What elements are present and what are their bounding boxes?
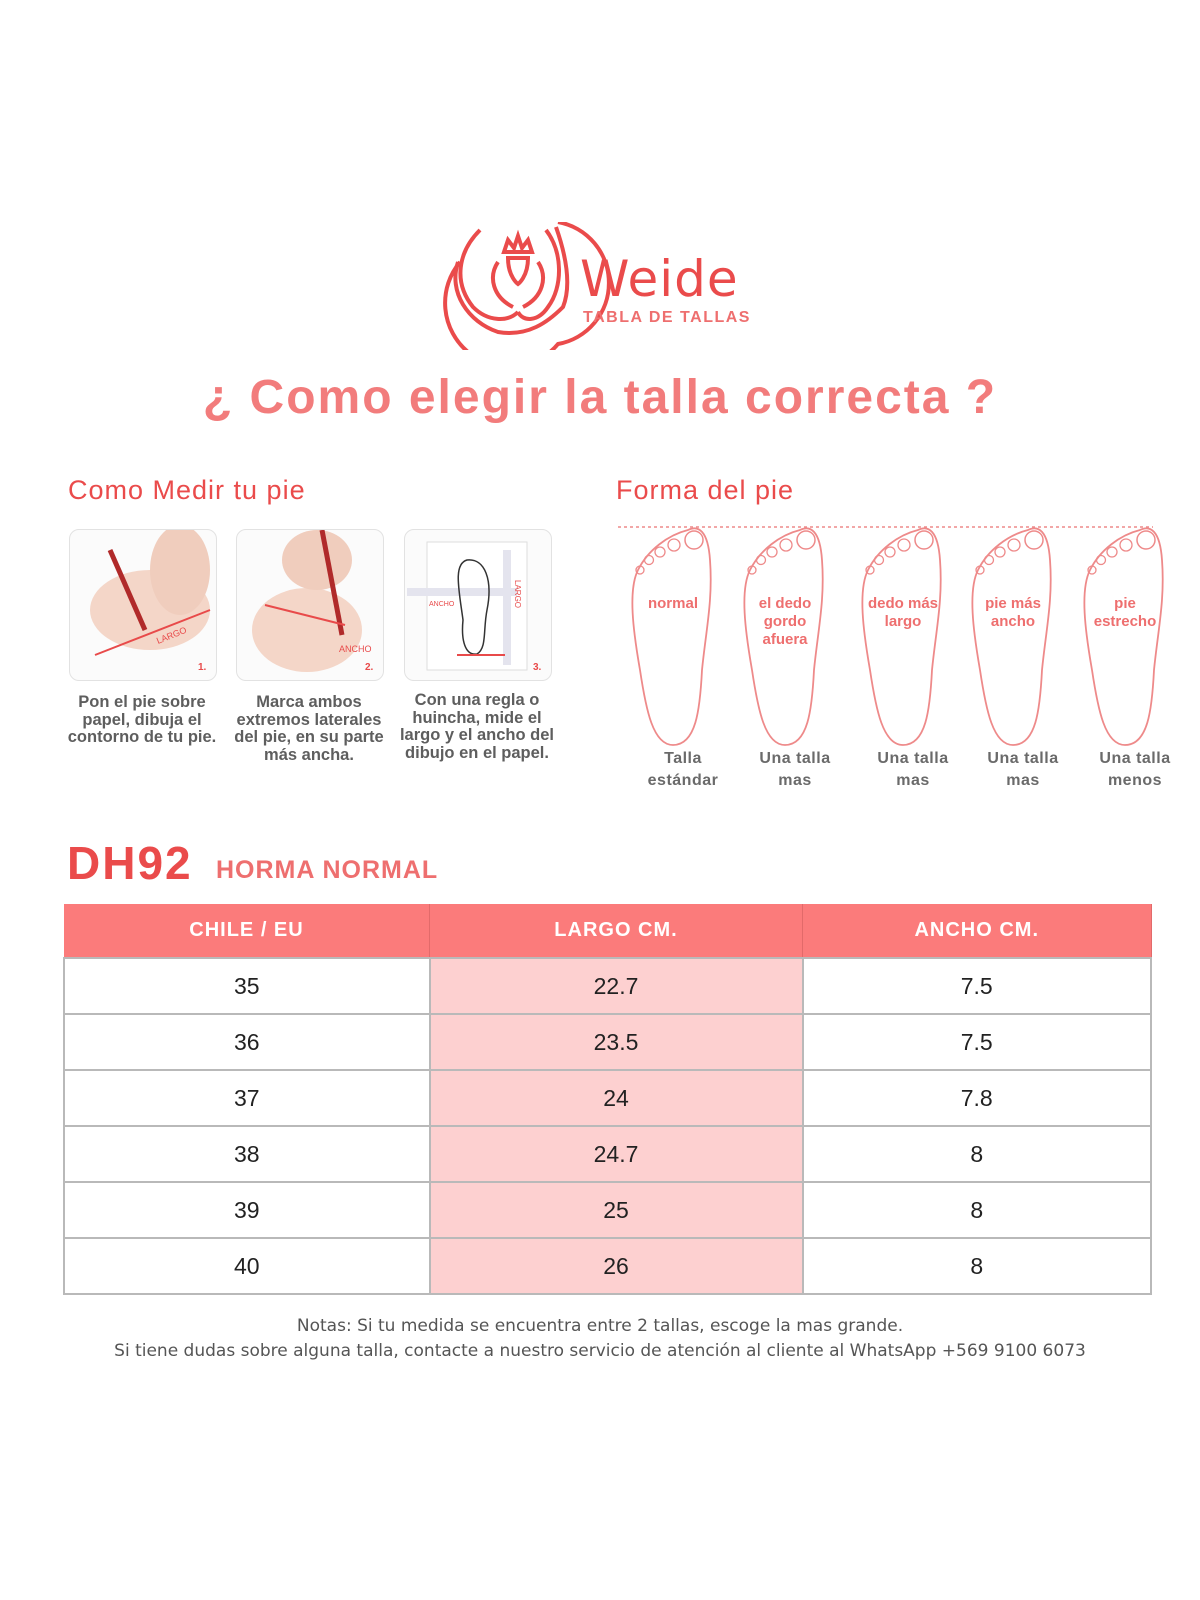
brand-name: Weide — [580, 250, 739, 308]
cell-largo: 22.7 — [428, 957, 804, 1015]
foot-size-line-2: mas — [896, 772, 930, 789]
step-2-image: ANCHO 2. — [236, 529, 384, 681]
step-3-number: 3. — [533, 662, 542, 673]
foot-label-2: largo — [885, 613, 922, 630]
foot-outline-icon: pie estrecho — [1083, 527, 1164, 746]
step-3-tag2: LARGO — [513, 580, 522, 608]
table-row: 35 22.7 7.5 — [63, 957, 1152, 1015]
foot-size-line-1: Una talla — [759, 750, 831, 767]
step-3-tag: ANCHO — [429, 601, 455, 608]
note-line-2: Si tiene dudas sobre alguna talla, conta… — [114, 1341, 1086, 1361]
foot-size-line-2: menos — [1107, 772, 1163, 789]
step-3-image: ANCHO LARGO 3. — [404, 529, 552, 681]
header-ancho: ANCHO CM. — [802, 904, 1152, 958]
cell-ancho: 7.8 — [801, 1069, 1152, 1127]
measure-title: Como Medir tu pie — [68, 475, 306, 505]
foot-outline-icon: dedo más largo — [861, 527, 942, 746]
foot-outline-icon: el dedo gordo afuera — [743, 527, 824, 746]
foot-size-advice: Una talla mas — [858, 748, 968, 792]
step-1-number: 1. — [198, 662, 207, 673]
table-row: 36 23.5 7.5 — [63, 1013, 1152, 1071]
table-row: 38 24.7 8 — [63, 1125, 1152, 1183]
cell-size: 36 — [63, 1013, 431, 1071]
foot-size-line-2: estándar — [647, 772, 719, 789]
shape-title: Forma del pie — [616, 475, 795, 505]
foot-size-advice: Talla estándar — [628, 748, 738, 792]
table-row: 37 24 7.8 — [63, 1069, 1152, 1127]
foot-label-1: pie más — [985, 595, 1041, 612]
foot-size-line-1: Una talla — [987, 750, 1059, 767]
header-largo: LARGO CM. — [429, 904, 803, 958]
foot-size-advice: Una talla menos — [1080, 748, 1190, 792]
weide-logo-icon — [443, 222, 611, 350]
foot-label-2: ancho — [991, 613, 1035, 630]
cell-size: 39 — [63, 1181, 431, 1239]
foot-label-3: afuera — [762, 631, 808, 648]
table-row: 40 26 8 — [63, 1237, 1152, 1295]
cell-largo: 24 — [428, 1069, 804, 1127]
cell-largo: 23.5 — [428, 1013, 804, 1071]
foot-size-line-2: mas — [778, 772, 812, 789]
cell-size: 35 — [63, 957, 431, 1015]
foot-label-1: dedo más — [868, 595, 938, 612]
note-line-1: Notas: Si tu medida se encuentra entre 2… — [296, 1316, 904, 1336]
size-table: CHILE / EU LARGO CM. ANCHO CM. 35 22.7 7.5… — [63, 904, 1152, 1295]
model-last: HORMA NORMAL — [216, 856, 439, 884]
step-2-number: 2. — [365, 662, 374, 673]
step-3-caption: Con una regla o huincha, mide el largo y… — [399, 691, 555, 762]
cell-ancho: 8 — [801, 1237, 1152, 1295]
table-row: 39 25 8 — [63, 1181, 1152, 1239]
step-2-caption: Marca ambos extremos laterales del pie, … — [234, 693, 384, 764]
foot-size-line-1: Talla — [664, 750, 702, 767]
foot-label-2: estrecho — [1094, 613, 1157, 630]
header-chile-eu: CHILE / EU — [64, 904, 430, 958]
cell-largo: 24.7 — [428, 1125, 804, 1183]
cell-size: 37 — [63, 1069, 431, 1127]
foot-size-advice: Una talla mas — [740, 748, 850, 792]
page-title: ¿ Como elegir la talla correcta ? — [202, 371, 998, 424]
foot-size-line-2: mas — [1006, 772, 1040, 789]
foot-outline-icon: normal — [631, 527, 712, 746]
cell-ancho: 7.5 — [801, 1013, 1152, 1071]
step-1-image: LARGO 1. — [69, 529, 217, 681]
cell-ancho: 8 — [801, 1181, 1152, 1239]
cell-size: 40 — [63, 1237, 431, 1295]
foot-label-2: gordo — [764, 613, 807, 630]
foot-label-1: el dedo — [759, 595, 812, 612]
foot-size-line-1: Una talla — [1099, 750, 1171, 767]
foot-label-1: normal — [648, 595, 698, 612]
step-2-tag: ANCHO — [339, 644, 372, 654]
cell-size: 38 — [63, 1125, 431, 1183]
cell-ancho: 7.5 — [801, 957, 1152, 1015]
step-1-caption: Pon el pie sobre papel, dibuja el contor… — [67, 693, 217, 746]
foot-outline-icon: pie más ancho — [971, 527, 1052, 746]
model-code: DH92 — [67, 837, 193, 889]
notes: Notas: Si tu medida se encuentra entre 2… — [0, 1314, 1200, 1364]
brand-subtitle: TABLA DE TALLAS — [583, 309, 751, 326]
cell-largo: 25 — [428, 1181, 804, 1239]
toe-reference-line — [618, 526, 1153, 528]
cell-largo: 26 — [428, 1237, 804, 1295]
foot-size-line-1: Una talla — [877, 750, 949, 767]
foot-label-1: pie — [1114, 595, 1136, 612]
cell-ancho: 8 — [801, 1125, 1152, 1183]
foot-size-advice: Una talla mas — [968, 748, 1078, 792]
